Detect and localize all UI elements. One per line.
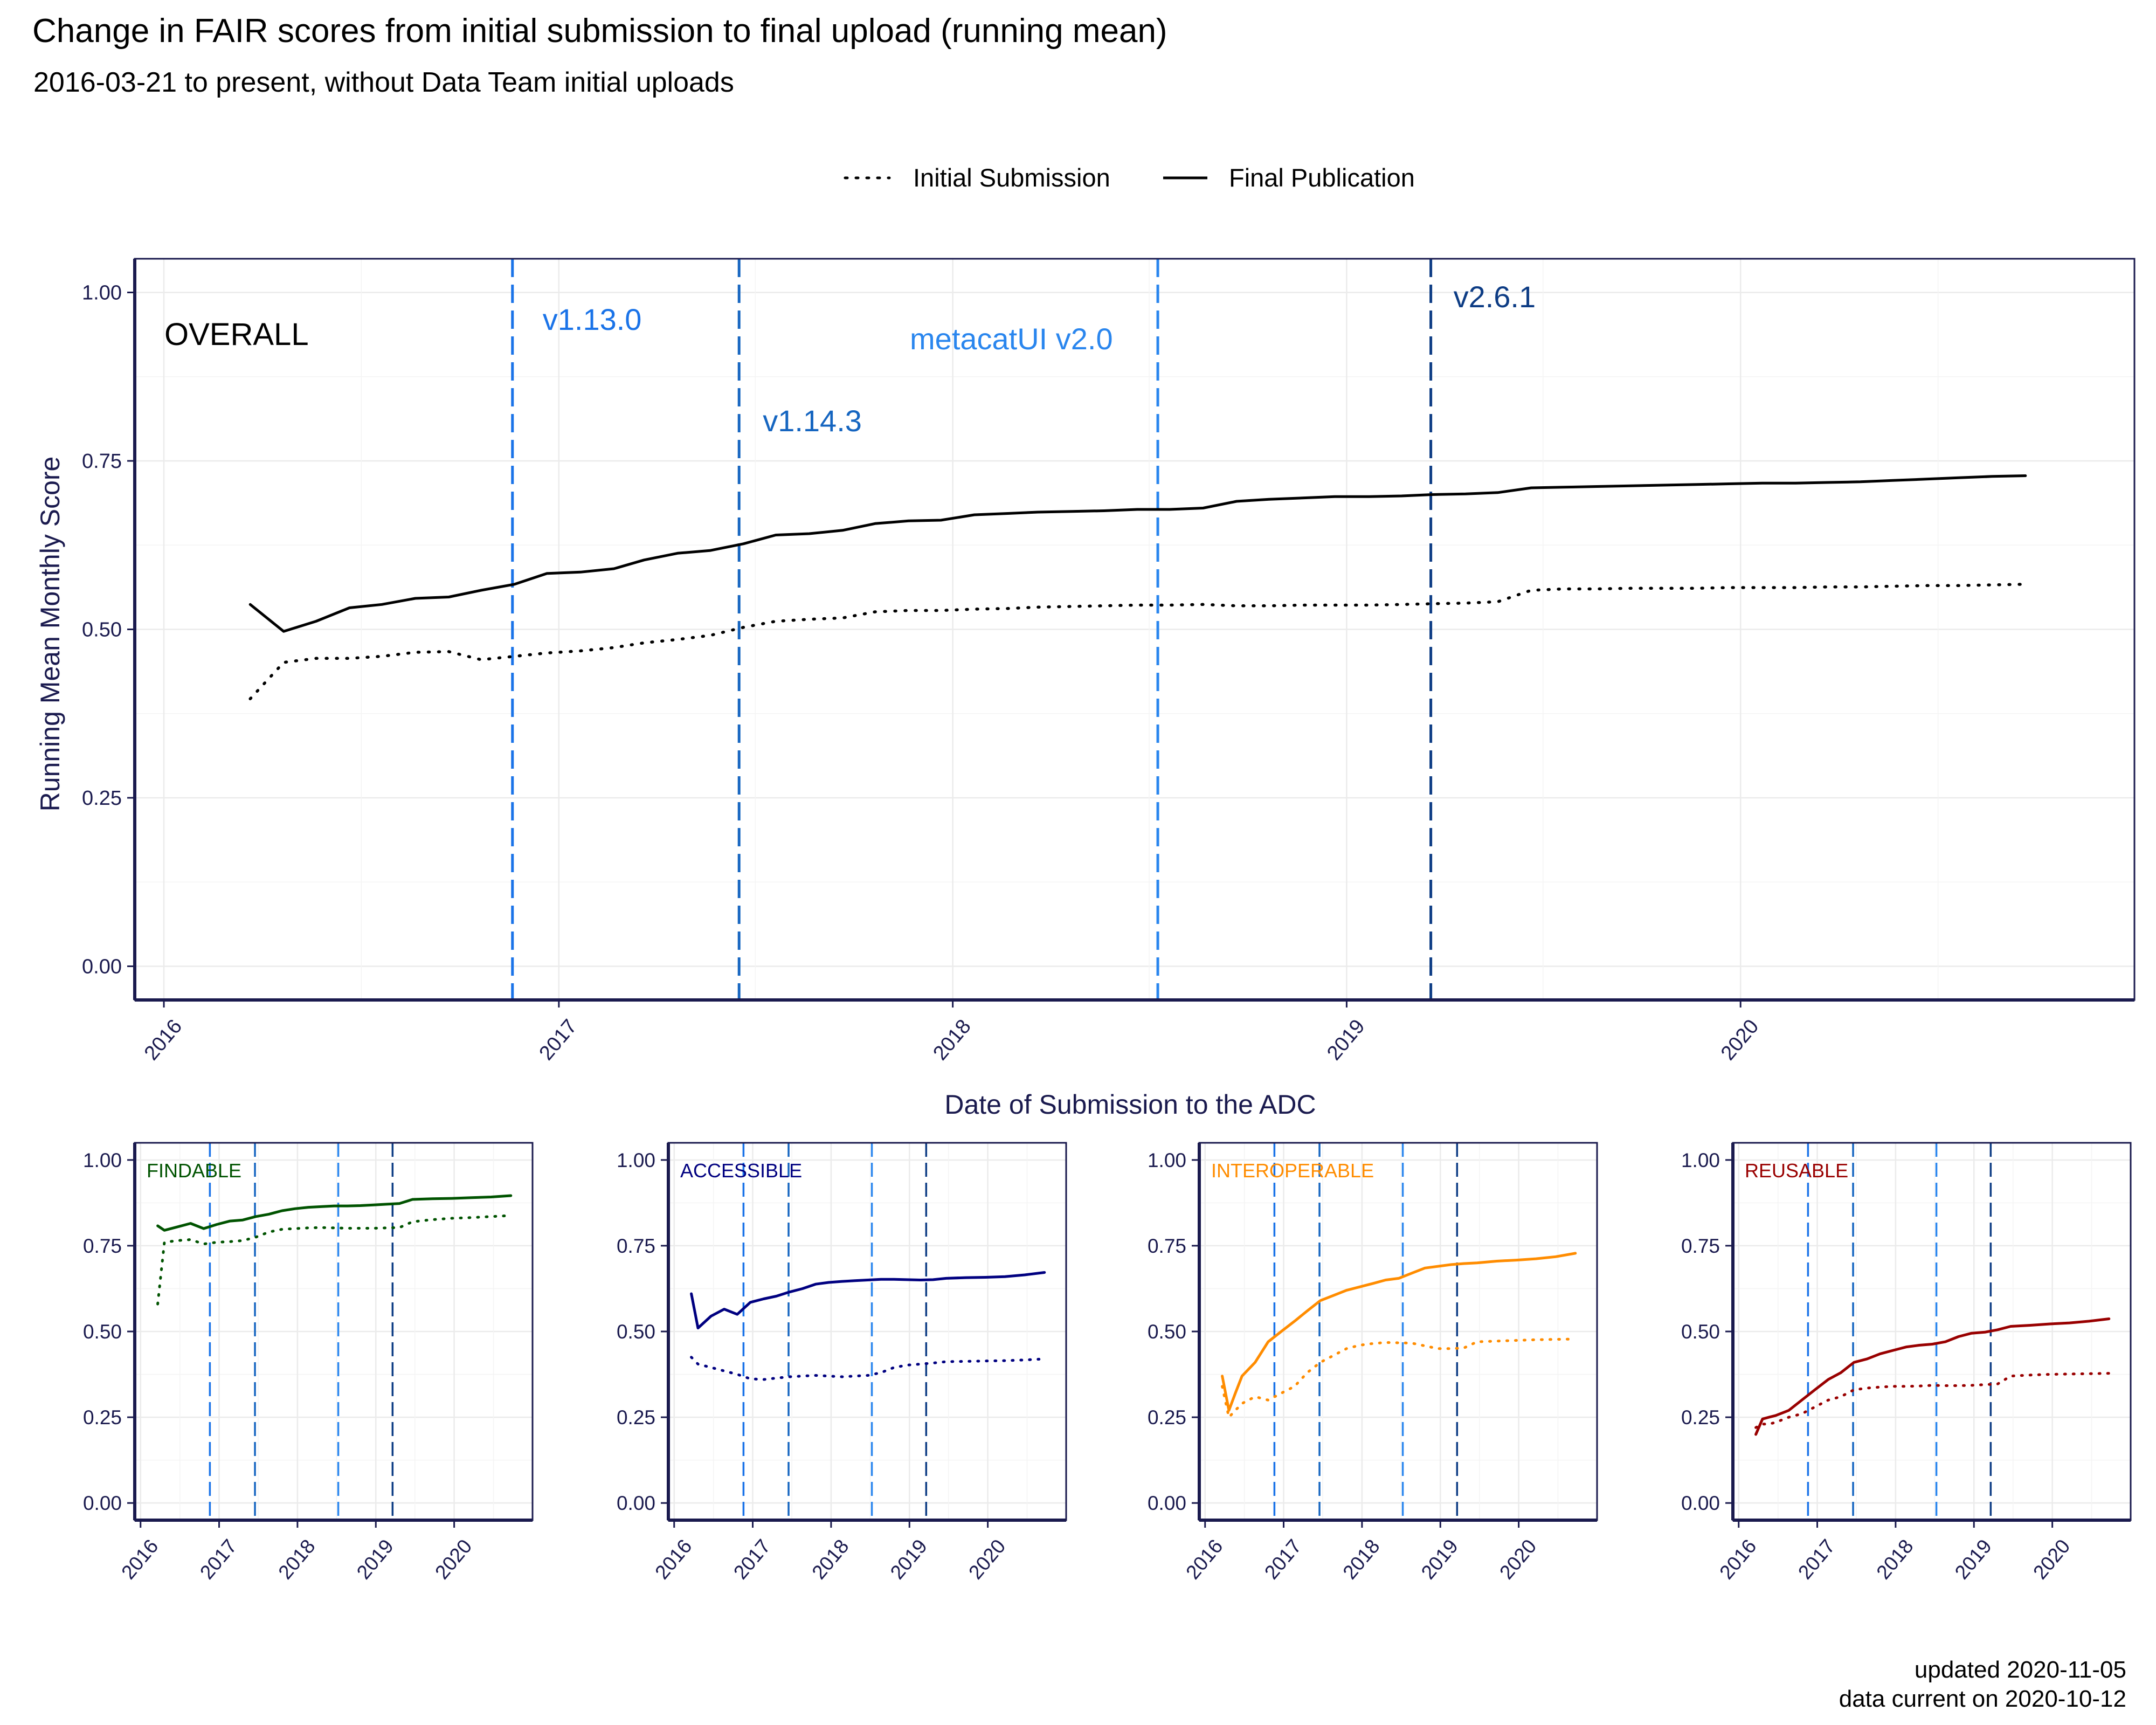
panel-label: ACCESSIBLE	[680, 1160, 802, 1182]
y-axis-title: Running Mean Monthly Score	[35, 457, 65, 812]
x-tick-label: 2016	[1715, 1535, 1760, 1583]
x-tick-label: 2019	[886, 1535, 931, 1583]
y-tick-label: 0.25	[1148, 1406, 1186, 1429]
x-tick-label: 2018	[1338, 1535, 1384, 1583]
x-tick-label: 2019	[1417, 1535, 1462, 1583]
series-line-final-publication	[1754, 1317, 2111, 1436]
y-tick-label: 0.00	[83, 1492, 122, 1514]
series-line-initial-submission	[1754, 1372, 2111, 1429]
x-tick-label: 2017	[729, 1535, 775, 1583]
series-line-final-publication	[156, 1194, 513, 1232]
y-tick-label: 1.00	[83, 1149, 122, 1171]
panel-label: INTEROPERABLE	[1211, 1160, 1374, 1182]
y-tick-label: 1.00	[82, 282, 122, 305]
series-line-initial-submission	[1221, 1337, 1577, 1419]
x-tick-label: 2017	[1794, 1535, 1839, 1583]
x-tick-label: 2018	[929, 1015, 976, 1065]
y-tick-label: 1.00	[1681, 1149, 1720, 1171]
chart-title: Change in FAIR scores from initial submi…	[32, 12, 1167, 50]
y-tick-label: 0.00	[1681, 1492, 1720, 1514]
y-tick-label: 0.25	[1681, 1406, 1720, 1429]
legend: Initial Submission Final Publication	[844, 163, 1415, 192]
series-line-final-publication	[248, 474, 2027, 633]
version-marker-label: v1.13.0	[543, 302, 642, 336]
panel-reusable: REUSABLE 0.00 0.25 0.50 0.75 1.00 2016 2017 2018…	[1681, 1142, 2132, 1583]
panel-accessible: ACCESSIBLE 0.00 0.25 0.50 0.75 1.00 2016 2017 20…	[617, 1142, 1067, 1583]
x-tick-label: 2016	[117, 1535, 162, 1583]
y-tick-label: 0.25	[617, 1406, 655, 1429]
series-line-final-publication	[1221, 1252, 1577, 1412]
x-tick-label: 2019	[1323, 1015, 1370, 1065]
x-tick-label: 2016	[651, 1535, 696, 1583]
caption-updated: updated 2020-11-05	[1915, 1657, 2126, 1683]
y-tick-label: 0.75	[82, 450, 122, 473]
y-tick-label: 1.00	[617, 1149, 655, 1171]
x-tick-label: 2016	[1181, 1535, 1227, 1583]
y-tick-label: 0.75	[1681, 1235, 1720, 1257]
x-tick-label: 2018	[1872, 1535, 1917, 1583]
caption-data-current: data current on 2020-10-12	[1839, 1686, 2126, 1712]
y-tick-label: 0.50	[1681, 1321, 1720, 1343]
y-tick-label: 0.00	[617, 1492, 655, 1514]
x-tick-label: 2018	[807, 1535, 853, 1583]
x-tick-label: 2020	[431, 1535, 476, 1583]
x-tick-label: 2016	[140, 1015, 187, 1065]
panels: v1.13.0 v1.14.3 metacatUI v2.0 v2.6.1 OVERAL…	[82, 258, 2136, 1583]
chart-subtitle: 2016-03-21 to present, without Data Team…	[33, 67, 734, 98]
y-tick-label: 1.00	[1148, 1149, 1186, 1171]
panel-label: FINDABLE	[147, 1160, 241, 1182]
y-tick-label: 0.50	[1148, 1321, 1186, 1343]
y-tick-label: 0.25	[82, 787, 122, 810]
panel-overall: v1.13.0 v1.14.3 metacatUI v2.0 v2.6.1 OVERAL…	[82, 258, 2136, 1065]
y-tick-label: 0.50	[83, 1321, 122, 1343]
x-tick-label: 2019	[353, 1535, 398, 1583]
panel-label: OVERALL	[164, 317, 309, 352]
x-tick-label: 2018	[274, 1535, 319, 1583]
legend-initial-label: Initial Submission	[913, 163, 1110, 192]
y-tick-label: 0.50	[617, 1321, 655, 1343]
y-tick-label: 0.75	[83, 1235, 122, 1257]
legend-final-label: Final Publication	[1229, 163, 1415, 192]
x-tick-label: 2020	[964, 1535, 1010, 1583]
series-line-final-publication	[690, 1271, 1046, 1330]
x-tick-label: 2017	[1260, 1535, 1305, 1583]
x-tick-label: 2020	[1717, 1015, 1764, 1065]
x-tick-label: 2017	[535, 1015, 582, 1065]
version-marker-label: metacatUI v2.0	[910, 322, 1113, 356]
x-tick-label: 2019	[1951, 1535, 1996, 1583]
series-line-initial-submission	[690, 1356, 1046, 1381]
version-marker-label: v1.14.3	[763, 404, 862, 438]
panel-findable: FINDABLE 0.00 0.25 0.50 0.75 1.00 2016 2017 2018…	[83, 1142, 534, 1583]
y-tick-label: 0.00	[82, 956, 122, 978]
y-tick-label: 0.75	[617, 1235, 655, 1257]
y-tick-label: 0.50	[82, 619, 122, 641]
x-tick-label: 2020	[1495, 1535, 1540, 1583]
x-tick-label: 2020	[2029, 1535, 2074, 1583]
panel-label: REUSABLE	[1745, 1160, 1848, 1182]
series-line-initial-submission	[248, 583, 2027, 701]
y-tick-label: 0.00	[1148, 1492, 1186, 1514]
x-tick-label: 2017	[196, 1535, 241, 1583]
y-tick-label: 0.75	[1148, 1235, 1186, 1257]
y-tick-label: 0.25	[83, 1406, 122, 1429]
series-line-initial-submission	[156, 1214, 513, 1306]
panel-interoperable: INTEROPERABLE 0.00 0.25 0.50 0.75 1.00 2016 201…	[1148, 1142, 1598, 1583]
x-axis-title: Date of Submission to the ADC	[944, 1089, 1316, 1120]
version-marker-label: v2.6.1	[1454, 280, 1536, 314]
